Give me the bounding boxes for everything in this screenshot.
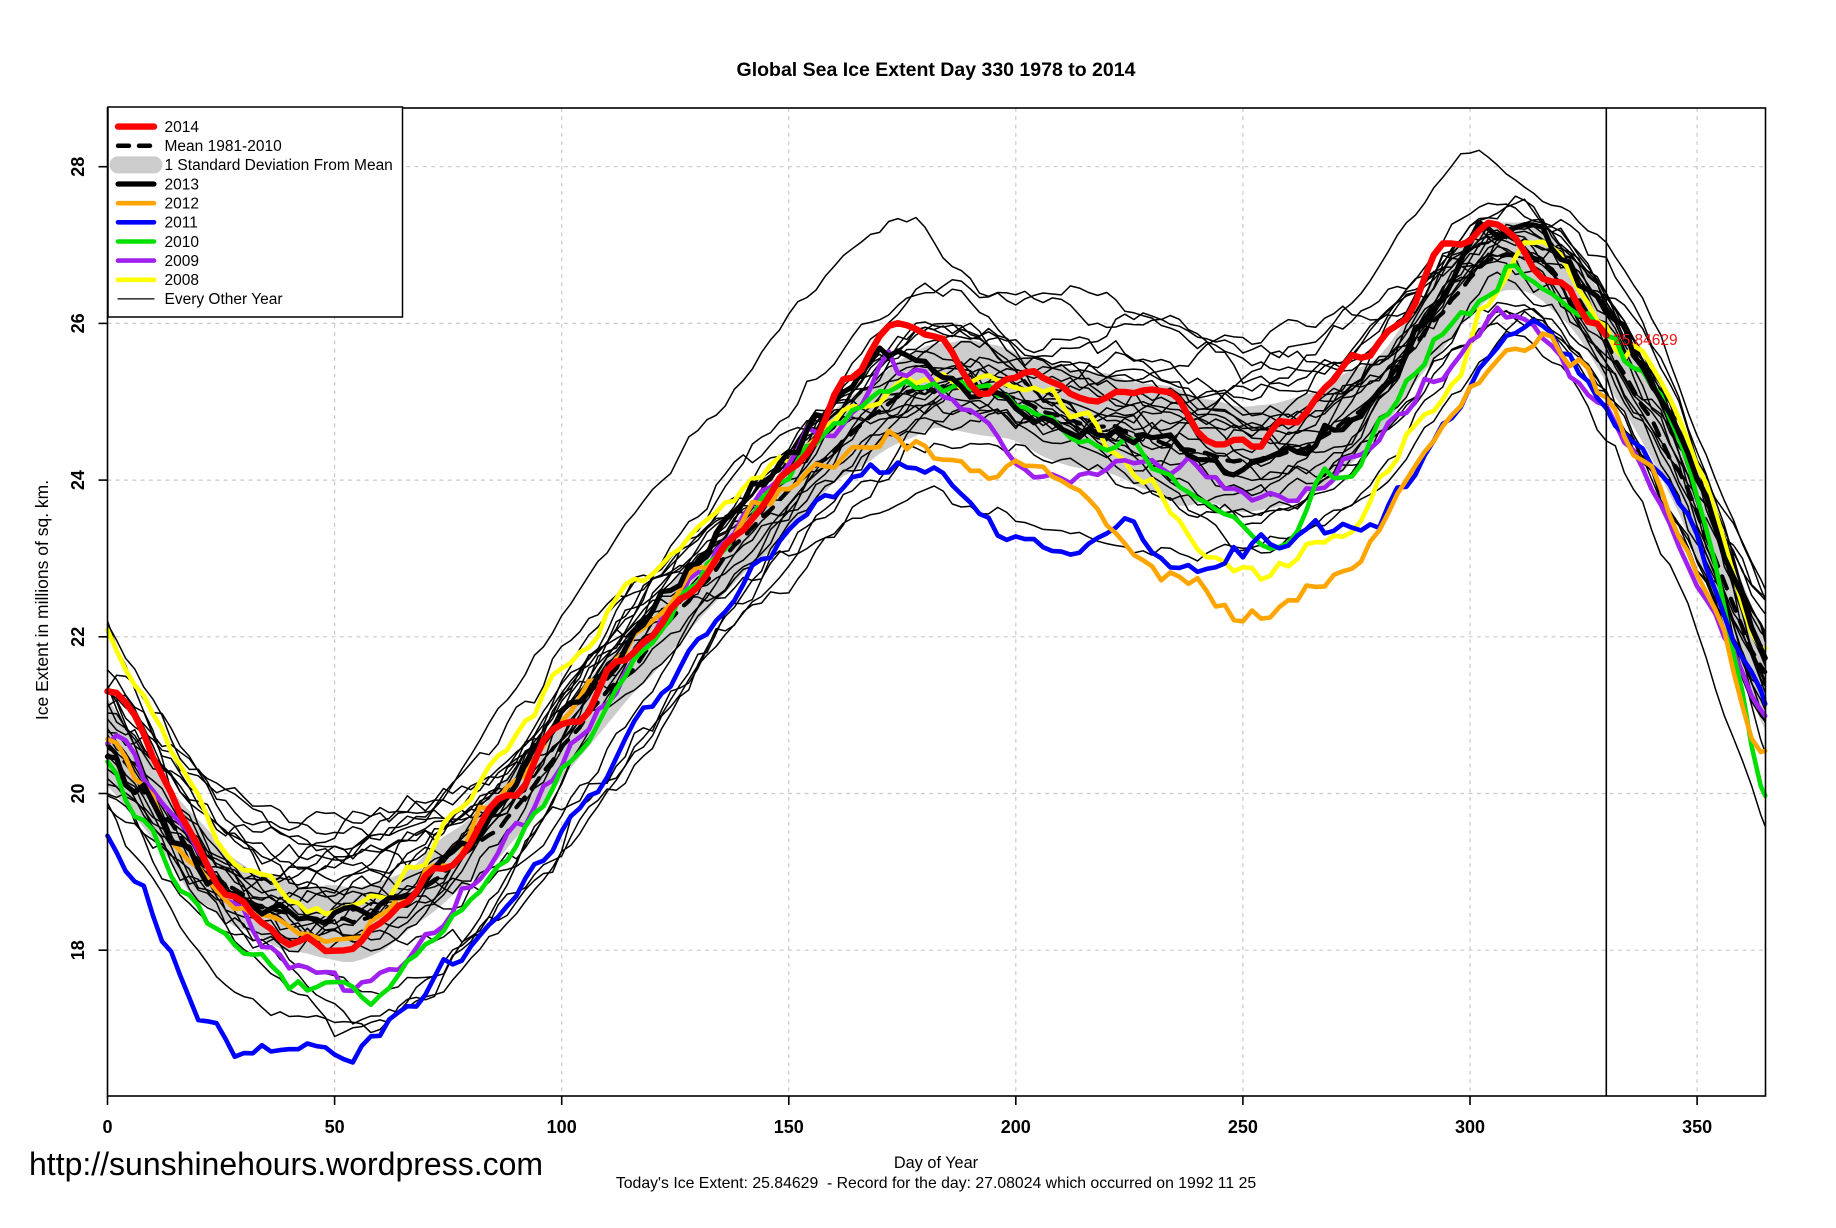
svg-text:Ice Extent in millions of sq.: Ice Extent in millions of sq. km. [32, 480, 52, 720]
svg-text:50: 50 [325, 1117, 345, 1137]
svg-text:25.84629: 25.84629 [1613, 332, 1678, 349]
svg-text:28: 28 [68, 157, 88, 177]
svg-text:Today's Ice Extent: 25.84629: Today's Ice Extent: 25.84629 - Record fo… [616, 1175, 1256, 1192]
svg-text:2013: 2013 [165, 176, 199, 193]
svg-text:Every Other Year: Every Other Year [165, 291, 283, 308]
svg-text:2014: 2014 [165, 119, 200, 136]
svg-text:22: 22 [68, 627, 88, 647]
svg-text:24: 24 [68, 470, 88, 490]
svg-text:2010: 2010 [165, 234, 200, 251]
svg-text:Mean 1981-2010: Mean 1981-2010 [165, 138, 283, 155]
svg-text:2009: 2009 [165, 253, 199, 270]
svg-text:250: 250 [1228, 1117, 1258, 1137]
svg-text:200: 200 [1001, 1117, 1031, 1137]
svg-text:2008: 2008 [165, 272, 199, 289]
svg-text:20: 20 [68, 783, 88, 803]
svg-text:1 Standard Deviation From Mean: 1 Standard Deviation From Mean [165, 157, 393, 174]
svg-text:100: 100 [547, 1117, 577, 1137]
svg-text:Global Sea Ice Extent Day 330: Global Sea Ice Extent Day 330 1978 to 20… [737, 59, 1136, 81]
svg-text:2012: 2012 [165, 196, 199, 213]
svg-text:18: 18 [68, 940, 88, 960]
svg-text:350: 350 [1682, 1117, 1712, 1137]
svg-text:Day of Year: Day of Year [894, 1154, 979, 1172]
svg-text:26: 26 [68, 313, 88, 333]
svg-text:http://sunshinehours.wordpress: http://sunshinehours.wordpress.com [29, 1146, 543, 1182]
svg-text:0: 0 [102, 1117, 112, 1137]
svg-text:150: 150 [774, 1117, 804, 1137]
svg-text:300: 300 [1455, 1117, 1485, 1137]
svg-text:2011: 2011 [165, 215, 198, 232]
